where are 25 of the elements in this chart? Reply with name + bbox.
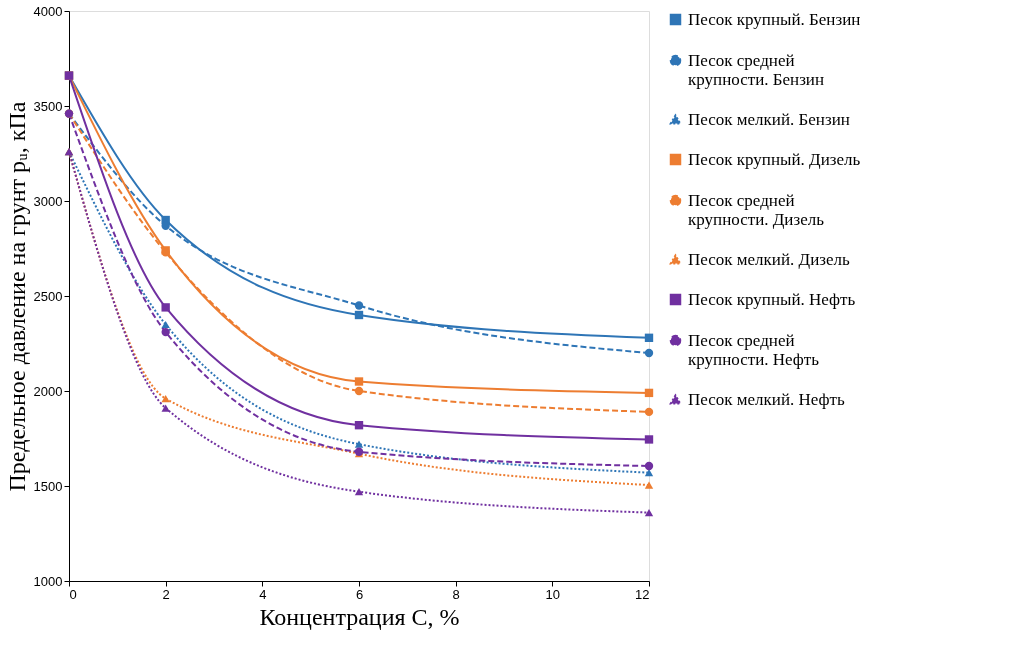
- x-axis-title: Концентрация C, %: [259, 603, 460, 630]
- legend-label: Песок средней крупности. Нефть: [688, 330, 820, 369]
- legend-label: Песок крупный. Дизель: [688, 149, 861, 169]
- y-tick-label: 1500: [33, 478, 63, 494]
- x-tick-label: 0: [69, 586, 77, 602]
- y-tick-label: 4000: [33, 3, 63, 19]
- y-tick-label: 2500: [33, 288, 63, 304]
- legend-label: Песок крупный. Нефть: [688, 289, 856, 309]
- x-tick-label: 12: [635, 586, 650, 602]
- legend-label: Песок средней крупности. Дизель: [688, 190, 825, 229]
- legend-label: Песок крупный. Бензин: [688, 9, 861, 29]
- y-tick-label: 3500: [33, 98, 63, 114]
- legend-label: Песок мелкий. Дизель: [688, 249, 850, 269]
- y-tick-label: 1000: [33, 573, 63, 589]
- legend-label: Песок мелкий. Бензин: [688, 109, 850, 129]
- x-tick-label: 4: [259, 586, 267, 602]
- legend-label: Песок мелкий. Нефть: [688, 389, 846, 409]
- y-tick-label: 2000: [33, 383, 63, 399]
- legend-label: Песок средней крупности. Бензин: [688, 50, 825, 89]
- x-tick-label: 8: [452, 586, 460, 602]
- y-axis-title: Предельное давление на грунт pᵤ, кПа: [3, 101, 30, 492]
- x-tick-label: 2: [162, 586, 170, 602]
- x-tick-label: 6: [355, 586, 364, 602]
- y-tick-label: 3000: [33, 193, 63, 209]
- x-tick-label: 10: [545, 586, 561, 602]
